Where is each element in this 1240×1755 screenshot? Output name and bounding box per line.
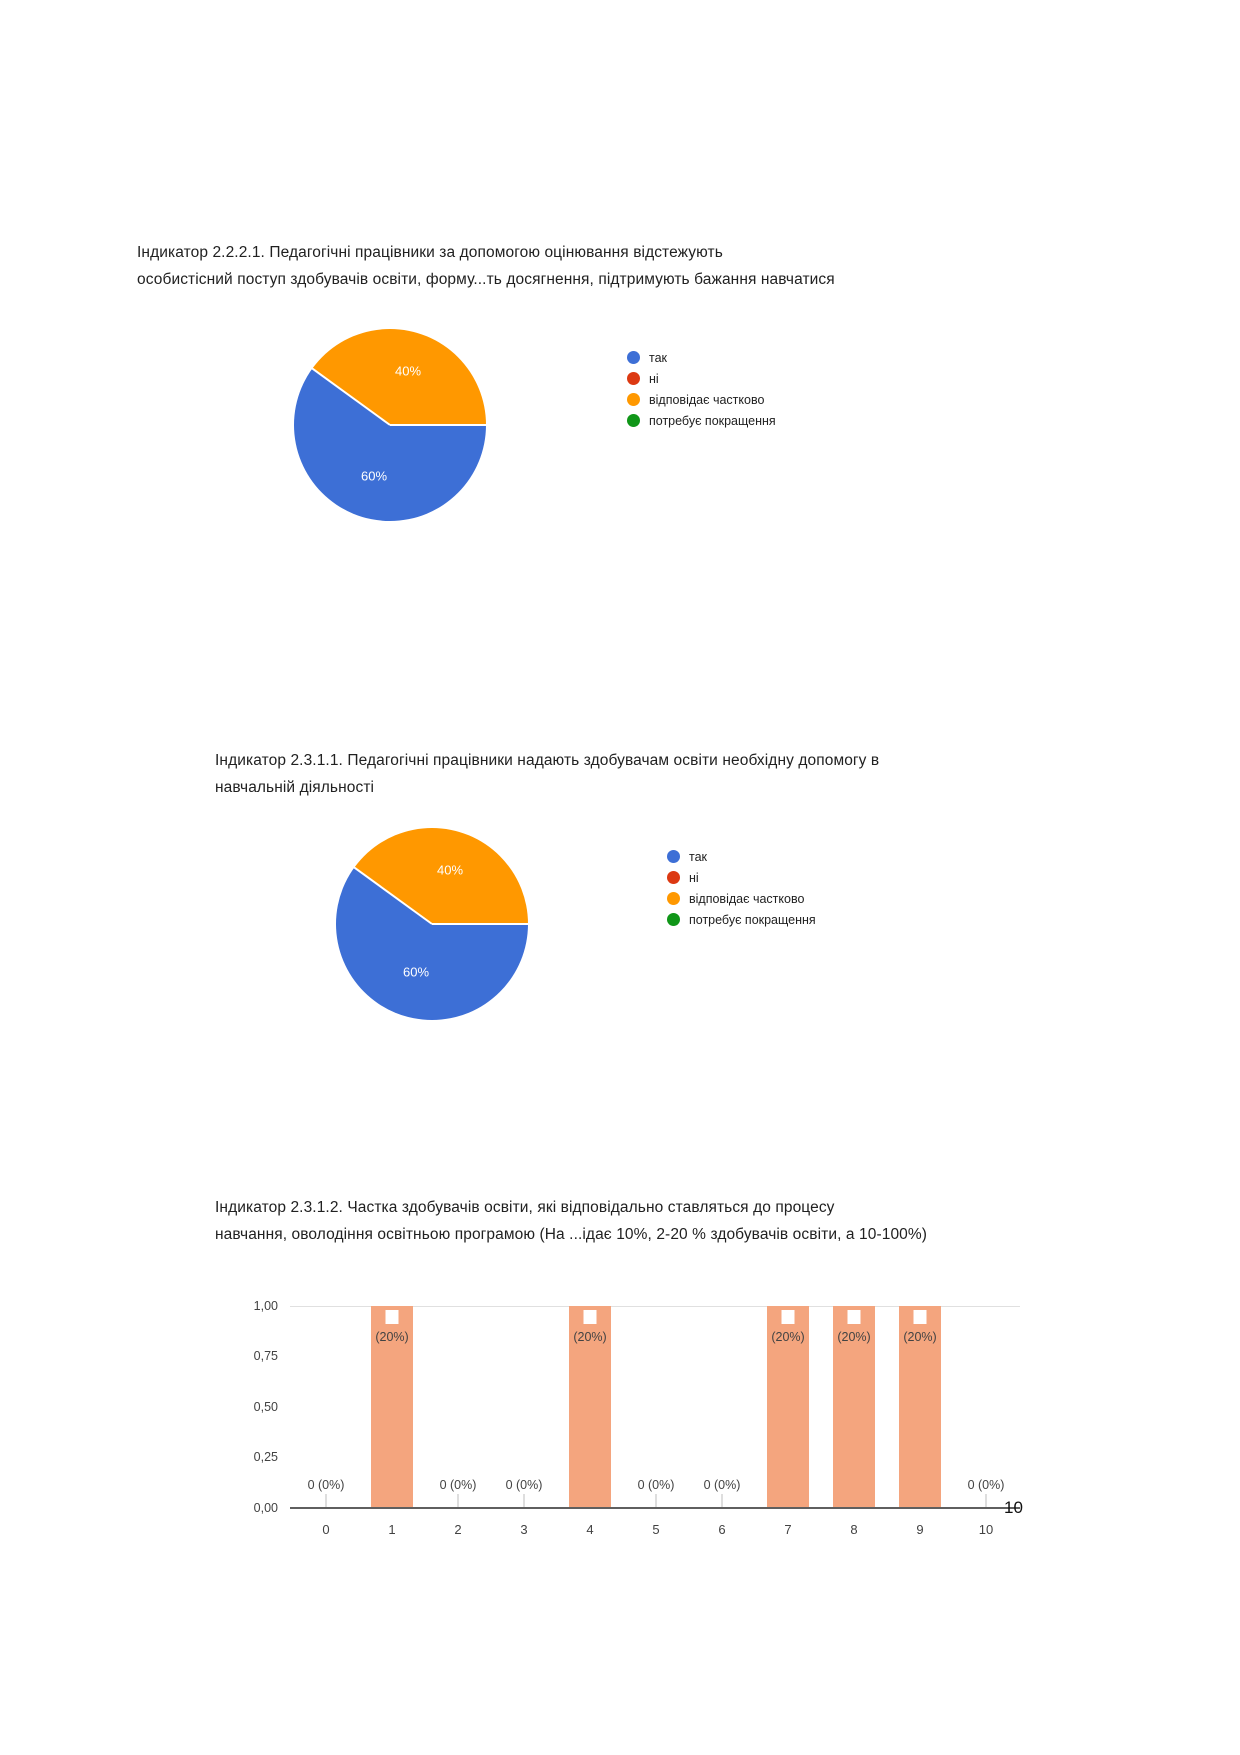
pie-2-orange-slice-label: 40% [436, 862, 464, 878]
legend-dot-orange [627, 393, 640, 406]
legend-label: відповідає частково [649, 392, 765, 407]
bar-count-box [847, 1310, 861, 1324]
x-axis-tick-label: 10 [978, 1522, 994, 1537]
legend-label: ні [649, 371, 659, 386]
section-1-title: Індикатор 2.2.2.1. Педагогічні працівник… [137, 239, 835, 293]
zero-label-stem [985, 1494, 987, 1507]
legend-dot-red [627, 372, 640, 385]
bar-count-box [781, 1310, 795, 1324]
bar-category-1 [371, 1306, 413, 1507]
bar-percent-label: (20%) [903, 1330, 937, 1344]
zero-value-label: 0 (0%) [967, 1478, 1005, 1492]
page-number: 10 [1004, 1498, 1023, 1517]
legend-item-partially: відповідає частково [667, 888, 816, 909]
pie-1-legend: так ні відповідає частково потребує покр… [627, 347, 776, 431]
section-2-title-line-1: Індикатор 2.3.1.1. Педагогічні працівник… [215, 752, 880, 769]
y-axis-tick-label: 0,25 [253, 1450, 278, 1464]
legend-item-tak: так [667, 846, 816, 867]
bar-chart-top-gridline [290, 1306, 1020, 1307]
legend-dot-green [667, 913, 680, 926]
zero-label-stem [721, 1494, 723, 1507]
x-axis-tick-label: 2 [454, 1522, 462, 1537]
bar-count-box [583, 1310, 597, 1324]
legend-dot-red [667, 871, 680, 884]
legend-item-ni: ні [627, 368, 776, 389]
legend-label: так [689, 849, 708, 864]
zero-label-stem [325, 1494, 327, 1507]
legend-dot-blue [667, 850, 680, 863]
section-3-title-line-1: Індикатор 2.3.1.2. Частка здобувачів осв… [215, 1199, 835, 1216]
bar-chart-x-axis-line [290, 1507, 1020, 1509]
x-axis-tick-label: 4 [586, 1522, 594, 1537]
pie-2-slice-separator [432, 923, 529, 925]
x-axis-tick-label: 5 [652, 1522, 660, 1537]
section-1-title-line-1: Індикатор 2.2.2.1. Педагогічні працівник… [137, 244, 723, 261]
zero-label-stem [523, 1494, 525, 1507]
bar-percent-label: (20%) [573, 1330, 607, 1344]
x-axis-tick-label: 6 [718, 1522, 726, 1537]
x-axis-tick-label: 3 [520, 1522, 528, 1537]
section-2-title: Індикатор 2.3.1.1. Педагогічні працівник… [215, 747, 879, 801]
zero-value-label: 0 (0%) [505, 1478, 543, 1492]
legend-item-partially: відповідає частково [627, 389, 776, 410]
legend-dot-orange [667, 892, 680, 905]
legend-label: потребує покращення [689, 912, 816, 927]
bar-count-box [385, 1310, 399, 1324]
zero-label-stem [655, 1494, 657, 1507]
section-3-title-line-2: навчання, оволодіння освітньою програмою… [215, 1226, 928, 1243]
section-3-title: Індикатор 2.3.1.2. Частка здобувачів осв… [215, 1194, 927, 1248]
x-axis-tick-label: 1 [388, 1522, 396, 1537]
zero-value-label: 0 (0%) [637, 1478, 675, 1492]
zero-value-label: 0 (0%) [307, 1478, 345, 1492]
y-axis-tick-label: 0,50 [253, 1400, 278, 1414]
x-axis-tick-label: 9 [916, 1522, 924, 1537]
y-axis-tick-label: 0,00 [253, 1501, 278, 1515]
zero-value-label: 0 (0%) [439, 1478, 477, 1492]
section-2-title-line-2: навчальній діяльності [215, 779, 375, 796]
legend-item-needs-improvement: потребує покращення [667, 909, 816, 930]
bar-percent-label: (20%) [837, 1330, 871, 1344]
bar-percent-label: (20%) [771, 1330, 805, 1344]
bar-category-8 [833, 1306, 875, 1507]
bar-percent-label: (20%) [375, 1330, 409, 1344]
x-axis-tick-label: 0 [322, 1522, 330, 1537]
bar-category-7 [767, 1306, 809, 1507]
section-1-title-line-2: особистісний поступ здобувачів освіти, ф… [137, 271, 835, 288]
y-axis-tick-label: 1,00 [253, 1299, 278, 1313]
legend-item-tak: так [627, 347, 776, 368]
y-axis-tick-label: 0,75 [253, 1349, 278, 1363]
bar-category-9 [899, 1306, 941, 1507]
bar-category-4 [569, 1306, 611, 1507]
legend-dot-blue [627, 351, 640, 364]
zero-value-label: 0 (0%) [703, 1478, 741, 1492]
pie-1-slice-separator [390, 424, 487, 426]
legend-item-ni: ні [667, 867, 816, 888]
x-axis-tick-label: 7 [784, 1522, 792, 1537]
legend-label: потребує покращення [649, 413, 776, 428]
pie-2-blue-slice-label: 60% [402, 964, 430, 980]
legend-label: ні [689, 870, 699, 885]
pie-1-orange-slice-label: 40% [394, 363, 422, 379]
bar-count-box [913, 1310, 927, 1324]
zero-label-stem [457, 1494, 459, 1507]
legend-label: відповідає частково [689, 891, 805, 906]
x-axis-tick-label: 8 [850, 1522, 858, 1537]
legend-item-needs-improvement: потребує покращення [627, 410, 776, 431]
legend-dot-green [627, 414, 640, 427]
pie-1-blue-slice-label: 60% [360, 468, 388, 484]
legend-label: так [649, 350, 668, 365]
pie-2-legend: так ні відповідає частково потребує покр… [667, 846, 816, 930]
